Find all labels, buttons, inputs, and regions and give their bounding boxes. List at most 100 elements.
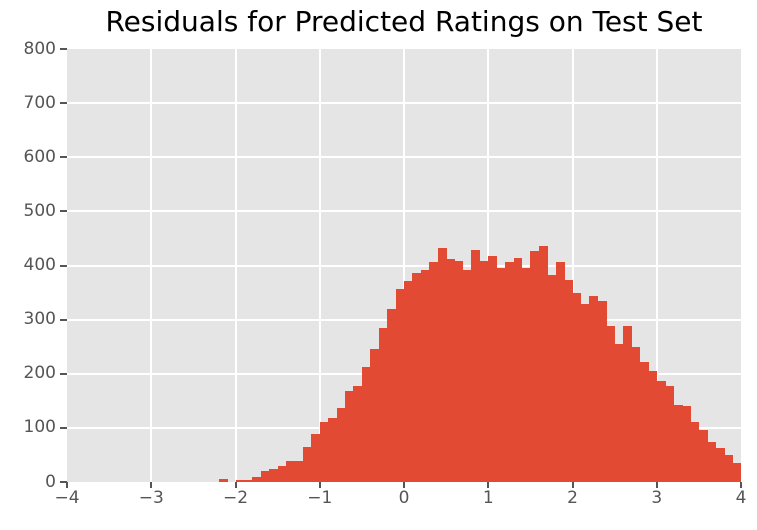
y-tick-mark xyxy=(60,318,67,321)
x-tick-mark xyxy=(66,482,68,488)
plot-area xyxy=(67,49,741,482)
histogram-bar xyxy=(302,447,312,482)
y-tick-mark xyxy=(60,210,67,213)
histogram-bar xyxy=(294,460,304,482)
x-tick-mark xyxy=(487,482,490,488)
histogram-bar xyxy=(420,269,430,482)
histogram-bar xyxy=(319,422,329,482)
histogram-bar xyxy=(707,441,717,482)
histogram-bar xyxy=(521,267,531,482)
histogram-bar xyxy=(345,391,354,482)
histogram-bar xyxy=(429,262,439,482)
histogram-bar xyxy=(606,325,616,482)
y-tick-label: 600 xyxy=(23,146,56,167)
x-tick-label: 3 xyxy=(651,488,663,508)
y-tick-label: 700 xyxy=(23,92,56,113)
v-gridline xyxy=(318,49,321,482)
x-tick-mark xyxy=(740,482,742,488)
y-tick-mark xyxy=(60,102,67,105)
histogram-bar xyxy=(252,477,262,482)
histogram-bar xyxy=(387,309,397,482)
y-tick-mark xyxy=(60,156,67,159)
histogram-bar xyxy=(656,380,666,482)
histogram-bar xyxy=(336,408,346,482)
histogram-bar xyxy=(437,247,447,482)
histogram-bar xyxy=(555,262,565,482)
x-tick-label: −4 xyxy=(54,488,80,508)
histogram-bar xyxy=(243,479,253,482)
histogram-bar xyxy=(479,260,489,482)
y-tick-label: 300 xyxy=(23,309,56,330)
x-tick-mark xyxy=(655,482,658,488)
y-tick-mark xyxy=(60,264,67,267)
histogram-bar xyxy=(564,280,573,482)
histogram-bar xyxy=(572,292,582,482)
histogram-bar xyxy=(395,288,405,482)
x-tick-label: 1 xyxy=(482,488,494,508)
histogram-bar xyxy=(715,447,725,482)
x-tick-label: −2 xyxy=(222,488,249,508)
histogram-bar xyxy=(732,462,741,482)
v-gridline xyxy=(150,49,153,482)
histogram-bar xyxy=(446,259,456,482)
histogram-bar xyxy=(673,404,683,482)
y-tick-label: 100 xyxy=(23,417,56,438)
histogram-bar xyxy=(724,455,734,482)
x-tick-label: −3 xyxy=(138,488,164,508)
y-tick-label: 400 xyxy=(23,255,56,275)
chart-title: Residuals for Predicted Ratings on Test … xyxy=(105,5,703,38)
histogram-bar xyxy=(639,362,649,482)
x-tick-mark xyxy=(403,482,405,488)
y-tick-mark xyxy=(60,372,67,375)
histogram-bar xyxy=(454,261,464,482)
x-tick-mark xyxy=(571,482,574,488)
histogram-bar xyxy=(471,250,481,482)
y-tick-label: 500 xyxy=(23,200,56,221)
histogram-bar xyxy=(277,465,287,482)
histogram-bar xyxy=(260,471,270,482)
histogram-bar xyxy=(631,347,641,482)
x-tick-label: 4 xyxy=(735,488,747,508)
histogram-bar xyxy=(378,327,388,482)
histogram-bar xyxy=(580,304,590,482)
histogram-bar xyxy=(538,246,548,482)
histogram-bar xyxy=(311,434,321,482)
histogram-bar xyxy=(648,370,658,482)
histogram-bar xyxy=(589,295,599,482)
v-gridline xyxy=(655,49,658,482)
y-tick-label: 800 xyxy=(23,38,56,59)
histogram-bar xyxy=(235,480,245,482)
histogram-bar xyxy=(513,258,523,482)
histogram-bar xyxy=(690,422,700,482)
y-tick-mark xyxy=(60,48,67,50)
y-tick-label: 0 xyxy=(45,471,56,492)
histogram-bar xyxy=(547,274,557,482)
y-tick-label: 200 xyxy=(23,363,56,384)
histogram-bar xyxy=(412,273,422,482)
histogram-bar xyxy=(597,300,607,482)
x-tick-label: 0 xyxy=(398,488,410,508)
histogram-bar xyxy=(505,261,515,482)
v-gridline xyxy=(234,49,237,482)
histogram-bar xyxy=(496,267,506,482)
x-tick-mark xyxy=(234,482,237,488)
histogram-bar xyxy=(682,405,691,482)
histogram-bar xyxy=(488,255,498,482)
histogram-bar xyxy=(665,386,675,482)
x-tick-mark xyxy=(318,482,321,488)
histogram-bar xyxy=(218,478,228,482)
histogram-bar xyxy=(614,343,624,482)
histogram-bar xyxy=(404,280,413,482)
histogram-bar xyxy=(328,417,338,482)
histogram-bar xyxy=(698,429,708,482)
y-tick-mark xyxy=(60,426,67,429)
histogram-bar xyxy=(462,270,472,482)
y-tick-mark xyxy=(60,481,67,483)
x-tick-mark xyxy=(150,482,153,488)
v-gridline xyxy=(403,49,405,482)
histogram-bar xyxy=(361,367,371,482)
x-tick-label: −1 xyxy=(307,488,333,508)
v-gridline xyxy=(571,49,574,482)
histogram-bar xyxy=(353,385,363,482)
